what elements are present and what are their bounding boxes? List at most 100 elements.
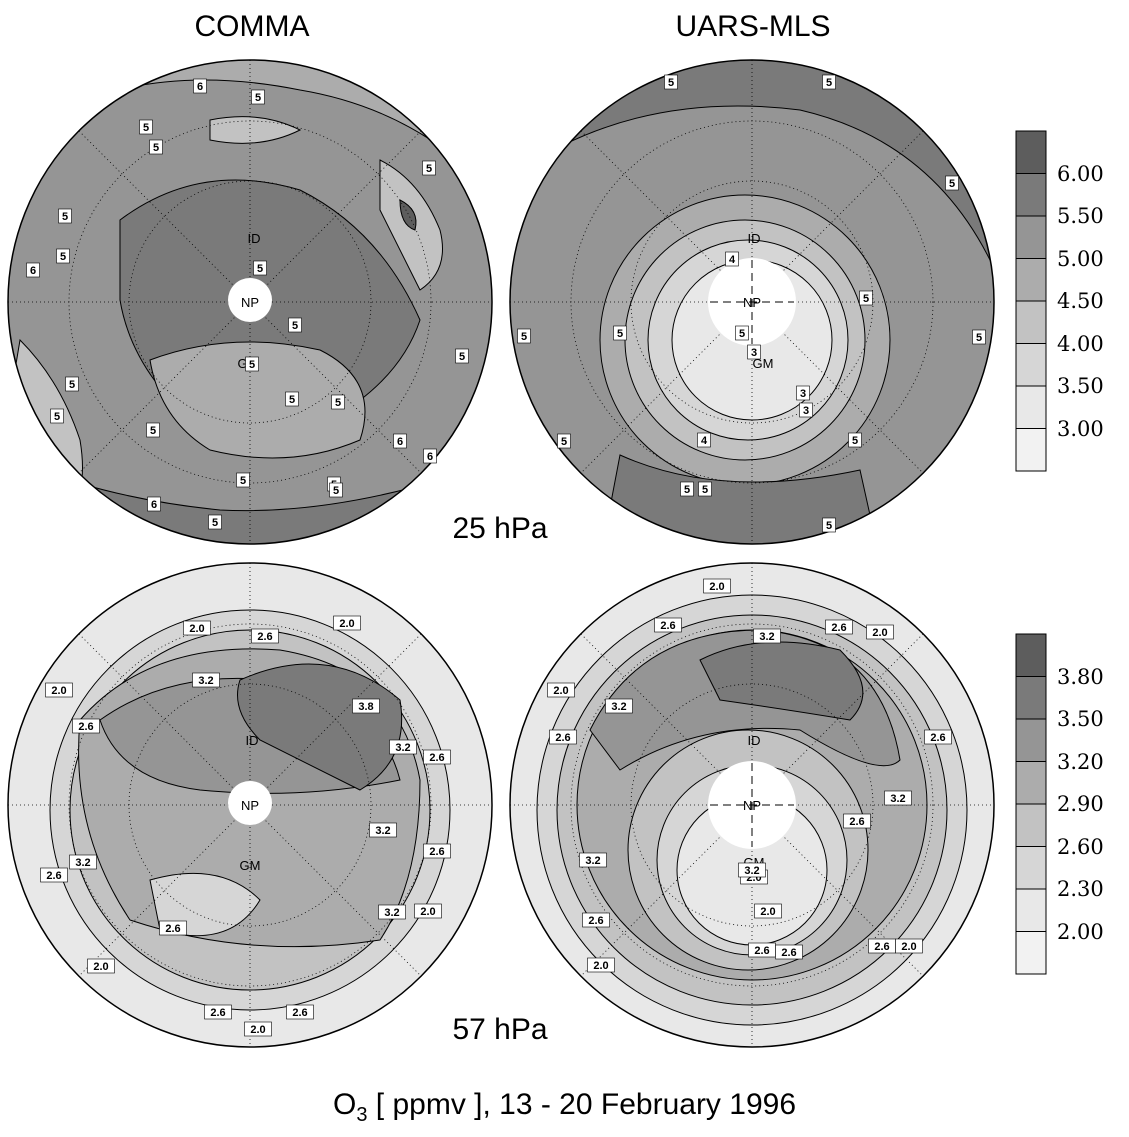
colorbar-swatch [1015,130,1047,174]
contour-label-box [251,628,279,644]
np-label-3: NP [241,798,259,813]
contour-label-box [139,119,153,135]
contour-label: 2.6 [754,945,769,957]
contour-label: 3.2 [384,907,399,919]
contour-label-box [149,139,163,155]
contour-label-box [26,262,40,278]
contour-label: 3.2 [198,675,213,687]
contour-label: 3.2 [375,825,390,837]
contour-label: 2.6 [46,870,61,882]
colorbar-level-label: 5.00 [1057,246,1104,271]
contour-label-box [582,912,610,928]
contour-label: 5 [60,251,66,263]
contour-label-box [147,496,161,512]
contour-labels: 6555555655555555565655565555455333554555… [26,74,986,1037]
contour-label: 5 [249,359,255,371]
contour-label: 2.6 [257,631,272,643]
contour-label: 3.8 [358,701,373,713]
contour-label: 3 [751,347,757,359]
colorbar-swatch [1015,931,1047,975]
contour-label-box [236,472,250,488]
colorbar-57hpa [1015,633,1047,975]
colorbar-swatch [1015,888,1047,932]
contour-label-box [725,251,739,267]
caption-species: O [332,1088,357,1121]
colorbar-level-label: 3.20 [1057,749,1104,774]
contour-label-box [822,74,836,90]
contour-label: 5 [852,435,858,447]
contour-label-box [253,260,267,276]
contour-label-box [285,391,299,407]
contour-label: 2.6 [781,947,796,959]
contour-label-box [945,175,959,191]
contour-label-box [422,160,436,176]
np-label-1: NP [241,295,259,310]
contour-label-box [547,682,575,698]
contour-label-box [924,729,952,745]
contour-label: 2.6 [660,620,675,632]
contour-label-box [579,852,607,868]
contour-label-box [208,514,222,530]
contour-label-box [775,944,803,960]
contour-label: 5 [240,475,246,487]
colorbar-level-label: 3.50 [1057,707,1104,731]
colorbar-swatch [1015,633,1047,677]
contour-label: 5 [426,163,432,175]
contour-label: 2.0 [250,1024,265,1036]
contour-label: 5 [617,328,623,340]
map-uars-mls-25hpa [509,59,995,545]
contour-label: 5 [684,484,690,496]
contour-label-box [65,376,79,392]
caption-text: [ ppmv ], 13 - 20 February 1996 [367,1088,797,1121]
id-label-4: ID [748,733,761,748]
contour-label: 5 [292,320,298,332]
contour-label: 3.2 [890,793,905,805]
contour-label-box [605,698,633,714]
contour-label-box [56,248,70,264]
contour-label-box [378,904,406,920]
contour-label-box [329,482,343,498]
contour-label-box [393,433,407,449]
contour-label-box [587,957,615,973]
colorbar-swatch [1015,215,1047,259]
contour-label: 2.0 [93,961,108,973]
contour-label: 5 [143,122,149,134]
contour-label-box [735,325,749,341]
np-label-2: NP [743,295,761,310]
contour-label-box [69,854,97,870]
contour-label-box [848,432,862,448]
contour-label-box [654,617,682,633]
contour-label-box [796,385,810,401]
uars-mls-title: UARS-MLS [675,10,831,43]
contour-label: 5 [949,178,955,190]
contour-label: 5 [333,485,339,497]
contour-label: 2.6 [292,1007,307,1019]
level-label-57hpa: 57 hPa [452,1013,548,1046]
contour-label: 3 [803,405,809,417]
contour-label: 3.2 [395,742,410,754]
id-label-3: ID [246,733,259,748]
figure-caption: O3 [ ppmv ], 13 - 20 February 1996 [0,1088,1129,1127]
colorbar-level-label: 3.50 [1057,374,1104,398]
contour-label-box [389,739,417,755]
contour-label-box [244,1021,272,1037]
contour-label: 5 [702,484,708,496]
contour-label-box [859,290,873,306]
contour-label: 5 [826,520,832,532]
contour-label-box [423,843,451,859]
contour-label-box [698,481,712,497]
contour-label-box [703,578,731,594]
contour-label-box [204,1004,232,1020]
colorbar-swatch [1015,718,1047,762]
contour-label: 2.0 [709,581,724,593]
comma-title: COMMA [194,10,310,43]
contour-label: 6 [397,436,403,448]
colorbar-swatch [1015,343,1047,387]
gm-label-2: GM [753,356,774,371]
contour-label: 2.0 [872,627,887,639]
contour-label: 2.0 [339,618,354,630]
contour-label: 2.0 [593,960,608,972]
map-uars-mls-57hpa [509,562,995,1048]
contour-label-box [738,862,766,878]
